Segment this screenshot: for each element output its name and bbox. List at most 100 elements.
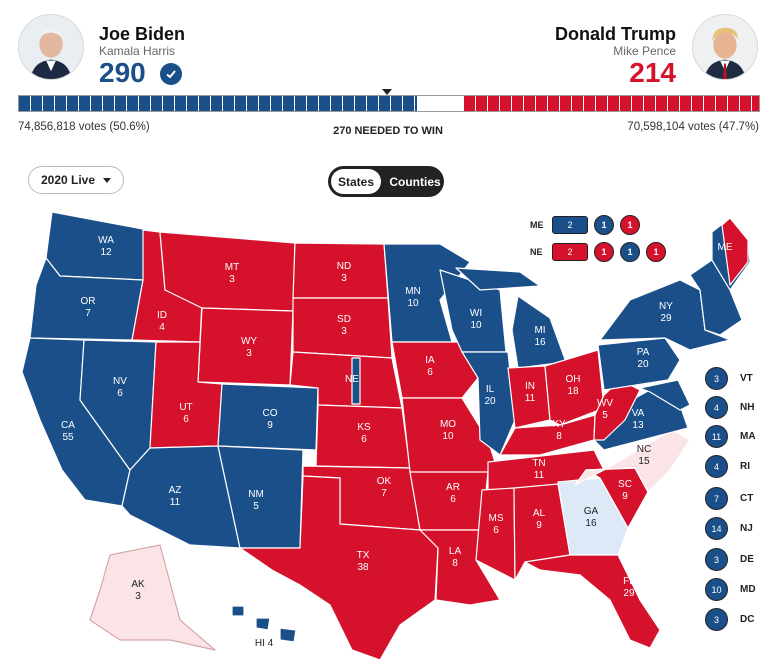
badge-md-label: MD <box>740 584 756 595</box>
state-shape-mi[interactable] <box>511 295 567 369</box>
badge-nj[interactable]: 14 NJ <box>705 517 753 540</box>
state-shape-oh[interactable] <box>544 349 605 426</box>
badge-ri-ev: 4 <box>705 455 728 478</box>
state-shape-ne-district[interactable] <box>351 357 361 405</box>
state-shape-me-district[interactable] <box>721 217 749 286</box>
badge-de-ev: 3 <box>705 548 728 571</box>
state-shape-ak[interactable] <box>89 544 216 651</box>
view-toggle[interactable]: States Counties <box>328 166 444 197</box>
badge-nh-label: NH <box>740 402 755 413</box>
biden-popular-votes: 74,856,818 votes (50.6%) <box>18 121 150 133</box>
split-district-me-2: 1 <box>620 215 640 235</box>
split-row-ne[interactable]: NE 2 1 1 1 <box>530 242 666 262</box>
badge-md-ev: 10 <box>705 578 728 601</box>
bar-segment-rep <box>464 96 759 111</box>
chevron-down-icon <box>103 177 112 183</box>
split-district-ne-3: 1 <box>646 242 666 262</box>
state-label-hi: HI 4 <box>254 638 274 649</box>
toggle-states[interactable]: States <box>331 169 381 194</box>
state-label-oh: OH 18 <box>565 374 581 397</box>
electoral-vote-bar <box>18 95 760 112</box>
state-label-mo: MO 10 <box>439 419 457 442</box>
state-shape-nc[interactable] <box>574 429 691 493</box>
biden-avatar <box>18 14 84 80</box>
year-dropdown-label: 2020 Live <box>40 173 96 187</box>
badge-nh[interactable]: 4 NH <box>705 396 754 419</box>
state-label-il: IL 20 <box>484 384 496 407</box>
state-label-nc: NC 15 <box>636 444 652 467</box>
badge-ri-label: RI <box>740 461 750 472</box>
trump-popular-votes: 70,598,104 votes (47.7%) <box>627 121 759 133</box>
badge-ma-label: MA <box>740 431 756 442</box>
state-shape-wa[interactable] <box>45 211 149 281</box>
state-label-fl: FL 29 <box>623 576 635 599</box>
state-label-wy: WY 3 <box>240 336 258 359</box>
state-label-az: AZ 11 <box>168 485 182 508</box>
badge-vt[interactable]: 3 VT <box>705 367 753 390</box>
state-shape-fl[interactable] <box>524 554 661 649</box>
toggle-counties[interactable]: Counties <box>389 174 441 189</box>
badge-dc-ev: 3 <box>705 608 728 631</box>
badge-ma[interactable]: 11 MA <box>705 425 756 448</box>
trump-avatar <box>692 14 758 80</box>
badge-dc[interactable]: 3 DC <box>705 608 754 631</box>
state-label-wv: WV 5 <box>596 398 614 421</box>
state-shape-wv[interactable] <box>593 379 641 441</box>
state-label-me: ME <box>717 242 733 253</box>
state-label-va: VA 13 <box>631 408 645 431</box>
bar-segment-undecided <box>417 96 465 111</box>
split-label-me: ME <box>530 220 544 230</box>
year-dropdown[interactable]: 2020 Live <box>28 166 124 194</box>
state-label-al: AL 9 <box>532 508 546 531</box>
split-district-ne-2: 1 <box>620 242 640 262</box>
state-label-pa: PA 20 <box>636 347 650 370</box>
badge-ma-ev: 11 <box>705 425 728 448</box>
state-label-mt: MT 3 <box>224 262 240 285</box>
state-label-co: CO 9 <box>262 408 278 431</box>
checkmark-circle-icon <box>160 63 182 85</box>
state-shape-mo[interactable] <box>401 397 501 479</box>
state-label-ky: KY 8 <box>552 419 566 442</box>
badge-md[interactable]: 10 MD <box>705 578 756 601</box>
state-label-ne: NE <box>345 374 359 385</box>
state-label-sd: SD 3 <box>337 314 351 337</box>
trump-electoral-votes: 214 <box>629 57 676 88</box>
split-label-ne: NE <box>530 247 543 257</box>
state-label-tn: TN 11 <box>532 458 546 481</box>
state-label-nd: ND 3 <box>336 261 352 284</box>
badge-ct[interactable]: 7 CT <box>705 487 753 510</box>
state-label-ms: MS 6 <box>488 513 504 536</box>
state-shape-mi-up[interactable] <box>455 267 541 291</box>
trump-running-mate: Mike Pence <box>613 44 676 58</box>
state-shape-hi[interactable] <box>231 605 297 643</box>
state-label-or: OR 7 <box>80 296 96 319</box>
badge-nj-ev: 14 <box>705 517 728 540</box>
biden-name: Joe Biden <box>99 24 186 44</box>
state-label-wa: WA 12 <box>98 235 114 258</box>
state-label-la: LA 8 <box>448 546 462 569</box>
state-label-mi: MI 16 <box>534 325 546 348</box>
state-shape-ia[interactable] <box>391 341 479 399</box>
state-label-wi: WI 10 <box>469 308 483 331</box>
state-shape-md-de[interactable] <box>639 379 691 411</box>
us-map <box>0 200 777 669</box>
badge-de-label: DE <box>740 554 754 565</box>
badge-vt-label: VT <box>740 373 753 384</box>
state-label-nm: NM 5 <box>248 489 264 512</box>
badge-ct-ev: 7 <box>705 487 728 510</box>
state-label-tx: TX 38 <box>356 550 370 573</box>
badge-ri[interactable]: 4 RI <box>705 455 750 478</box>
badge-ct-label: CT <box>740 493 754 504</box>
split-row-me[interactable]: ME 2 1 1 <box>530 215 640 235</box>
state-label-ia: IA 6 <box>425 355 435 378</box>
state-label-ks: KS 6 <box>357 422 371 445</box>
badge-dc-label: DC <box>740 614 755 625</box>
split-total-ne: 2 <box>552 243 588 261</box>
biden-electoral-votes: 290 <box>99 57 146 88</box>
badge-de[interactable]: 3 DE <box>705 548 754 571</box>
state-shape-pa[interactable] <box>597 337 681 391</box>
state-label-id: ID 4 <box>157 310 167 333</box>
state-label-nv: NV 6 <box>113 376 127 399</box>
needed-to-win-label: 270 NEEDED TO WIN <box>333 125 443 137</box>
biden-running-mate: Kamala Harris <box>99 44 176 58</box>
